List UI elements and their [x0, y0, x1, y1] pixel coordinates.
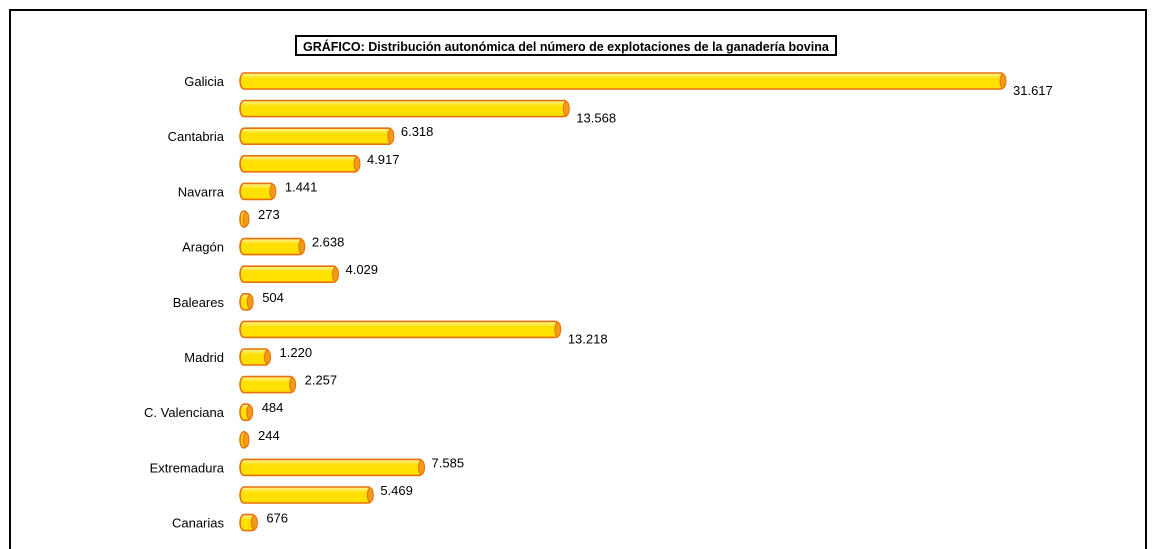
- bar-row-1: [239, 99, 570, 118]
- bar-end-cap: [387, 128, 395, 144]
- value-label: 13.218: [568, 331, 608, 346]
- bar-end-cap: [250, 515, 258, 531]
- bar-row-15: [239, 486, 374, 504]
- category-label: Madrid: [184, 350, 224, 365]
- bar-end-cap: [269, 183, 277, 199]
- bar-end-cap: [999, 73, 1007, 89]
- value-label: 504: [262, 290, 284, 305]
- category-label: Aragón: [182, 240, 224, 255]
- bar-end-cap: [554, 321, 562, 337]
- value-label: 6.318: [401, 124, 434, 139]
- bar-end-cap: [246, 404, 254, 420]
- category-label: Galicia: [184, 74, 225, 89]
- value-label: 2.257: [305, 373, 338, 388]
- category-label: C. Valenciana: [144, 405, 225, 420]
- value-label: 273: [258, 207, 280, 222]
- category-label: Cantabria: [168, 129, 225, 144]
- bar-cantabria-2: [239, 127, 394, 145]
- bar-end-cap: [353, 156, 361, 172]
- chart-title: GRÁFICO: Distribución autonómica del núm…: [295, 35, 837, 56]
- bar-end-cap: [418, 459, 426, 475]
- value-label: 1.441: [285, 179, 318, 194]
- bar-end-cap: [366, 487, 374, 503]
- bar-end-cap: [242, 211, 250, 227]
- bar-row-7: [239, 265, 339, 284]
- bar-arag-n-6: [239, 237, 305, 256]
- bar-row-3: [239, 155, 360, 173]
- value-label: 7.585: [432, 455, 465, 470]
- bar-end-cap: [242, 432, 250, 448]
- chart-frame: [9, 9, 1147, 549]
- value-label: 1.220: [280, 345, 313, 360]
- bar-end-cap: [562, 101, 570, 117]
- bar-extremadura-14: [239, 458, 425, 477]
- bar-end-cap: [298, 239, 306, 255]
- bar-end-cap: [331, 266, 339, 282]
- value-label: 13.568: [576, 111, 616, 126]
- bar-end-cap: [246, 294, 254, 310]
- value-label: 484: [262, 400, 284, 415]
- category-label: Navarra: [178, 184, 225, 199]
- category-label: Canarias: [172, 516, 225, 531]
- category-label: Baleares: [173, 295, 225, 310]
- value-label: 4.029: [345, 262, 378, 277]
- value-label: 4.917: [367, 152, 400, 167]
- value-label: 5.469: [380, 483, 413, 498]
- value-label: 676: [266, 511, 288, 526]
- value-label: 2.638: [312, 235, 345, 250]
- category-label: Extremadura: [150, 460, 225, 475]
- bar-galicia-0: [239, 72, 1006, 90]
- value-label: 31.617: [1013, 83, 1053, 98]
- bar-row-11: [239, 375, 296, 394]
- value-label: 244: [258, 428, 280, 443]
- bar-row-9: [239, 320, 561, 339]
- bar-end-cap: [264, 349, 272, 365]
- bar-end-cap: [289, 377, 297, 393]
